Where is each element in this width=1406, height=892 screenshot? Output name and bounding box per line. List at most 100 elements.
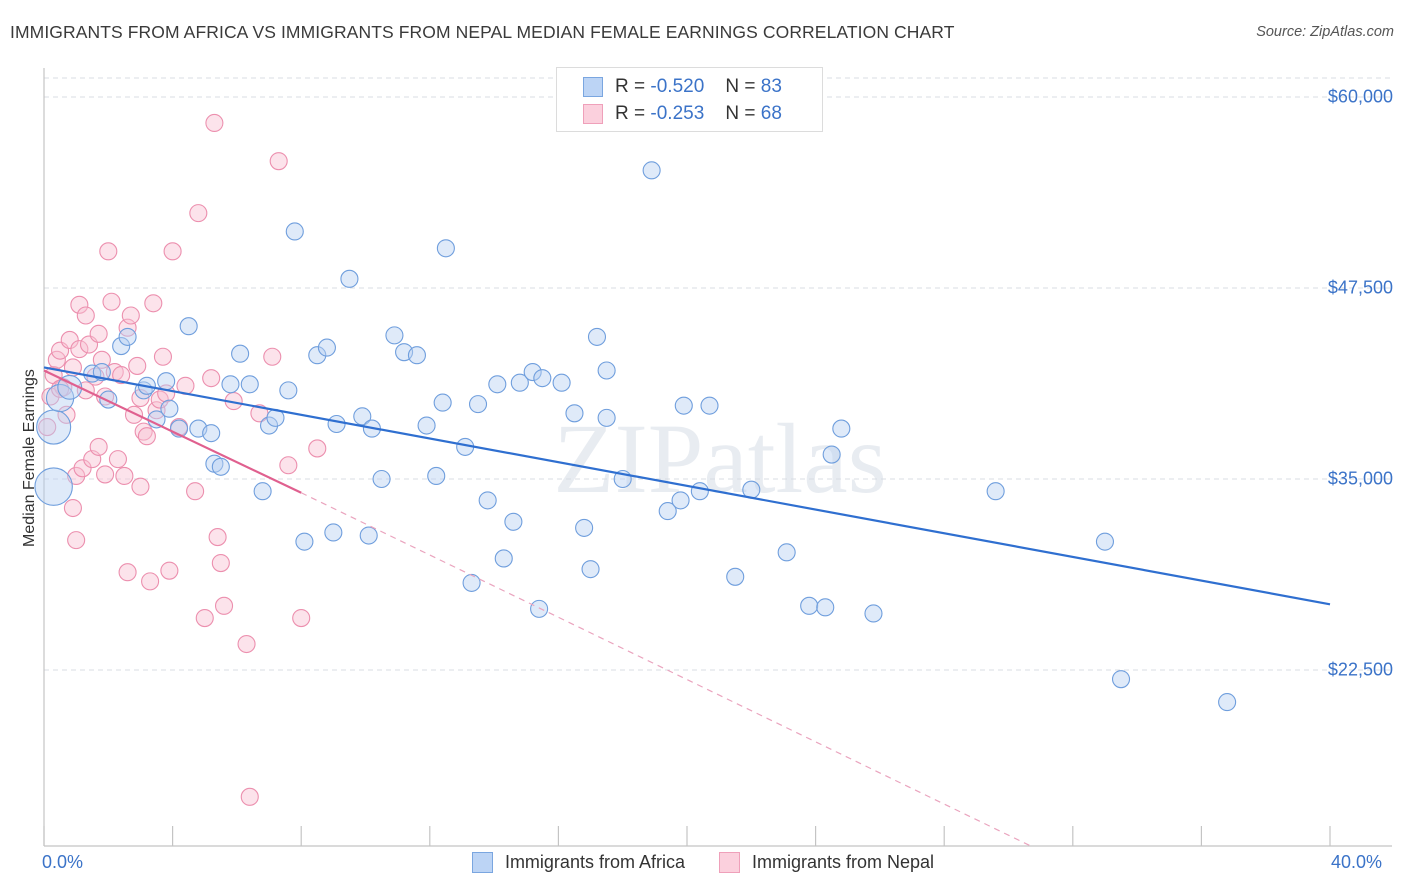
nepal-point (269, 152, 288, 171)
africa-point (99, 390, 118, 409)
africa-point (726, 567, 745, 586)
nepal-point (60, 330, 79, 350)
africa-point (986, 482, 1005, 501)
nepal-point (202, 369, 221, 388)
nepal-trend-extension (300, 492, 1032, 847)
africa-point (427, 466, 446, 485)
nepal-point (211, 553, 230, 573)
africa-point (565, 404, 584, 423)
africa-point (1218, 693, 1237, 712)
nepal-point (121, 306, 140, 325)
africa-point (494, 549, 513, 568)
africa-point (221, 375, 240, 394)
africa-point (671, 491, 690, 510)
africa-trend-line (43, 366, 1331, 606)
africa-point (317, 338, 336, 357)
nepal-point (308, 439, 327, 458)
legend-swatch-nepal (583, 104, 603, 124)
legend-item-nepal[interactable]: Immigrants from Nepal (718, 852, 935, 873)
nepal-point (144, 294, 163, 313)
nepal-point (96, 465, 115, 484)
africa-point (597, 408, 616, 427)
grid-lines (44, 77, 1392, 671)
africa-point (385, 326, 404, 345)
nepal-point (128, 356, 147, 375)
legend-item-africa[interactable]: Immigrants from Africa (471, 852, 685, 873)
legend-r-value-nepal: -0.253 (650, 103, 705, 124)
africa-point (1095, 532, 1114, 551)
africa-point (552, 373, 571, 392)
source-label: Source: ZipAtlas.com (1256, 24, 1394, 40)
africa-point (112, 337, 131, 356)
nepal-trend-line (43, 369, 302, 494)
nepal-point (205, 113, 224, 133)
nepal-point (153, 347, 173, 366)
africa-point (822, 445, 841, 464)
africa-point (279, 381, 298, 400)
africa-point (359, 526, 378, 545)
nepal-point (141, 572, 160, 591)
nepal-point (240, 787, 259, 806)
africa-point (179, 317, 198, 336)
africa-point (295, 532, 314, 551)
africa-point (468, 395, 488, 414)
africa-point (285, 222, 304, 241)
legend-r-value-africa: -0.520 (650, 76, 705, 97)
nepal-point (195, 608, 214, 628)
y-tick-label: $22,500 (1327, 659, 1393, 680)
y-tick-label: $35,000 (1327, 468, 1393, 489)
legend-n-label: N = (725, 76, 756, 97)
africa-point (231, 344, 250, 363)
africa-point (157, 372, 176, 391)
nepal-point (189, 204, 208, 223)
africa-point (36, 409, 72, 445)
africa-point (575, 518, 594, 537)
africa-point (478, 491, 497, 510)
africa-point (324, 523, 343, 542)
africa-point (816, 598, 835, 617)
africa-point (658, 502, 677, 521)
x-tick-label-max: 40.0% (1331, 852, 1383, 872)
nepal-point (208, 528, 227, 547)
nepal-point (124, 405, 144, 424)
nepal-point (186, 482, 205, 501)
africa-point (530, 599, 549, 618)
legend-r-label: R = (615, 103, 646, 124)
nepal-point (131, 477, 150, 496)
africa-point (642, 161, 661, 180)
nepal-point (108, 450, 127, 469)
nepal-point (67, 466, 86, 485)
chart-title: IMMIGRANTS FROM AFRICA VS IMMIGRANTS FRO… (10, 22, 955, 42)
legend-row-nepal: R = -0.253 N = 68 (583, 103, 782, 125)
legend-n-label: N = (725, 103, 756, 124)
nepal-point (63, 498, 82, 518)
correlation-legend: R = -0.520 N = 83 R = -0.253 N = 68 (556, 67, 823, 132)
nepal-point (237, 634, 256, 654)
africa-point (597, 361, 616, 380)
africa-point (372, 469, 391, 489)
x-tick-label-min: 0.0% (42, 852, 84, 872)
africa-point (488, 375, 507, 394)
nepal-point (115, 466, 134, 485)
watermark: ZIPatlas (553, 403, 886, 514)
nepal-point (67, 531, 86, 550)
nepal-point (76, 306, 95, 325)
africa-point (587, 327, 607, 346)
africa-point (340, 269, 359, 288)
nepal-point (263, 347, 282, 366)
legend-swatch-africa (471, 852, 493, 873)
legend-row-africa: R = -0.520 N = 83 (583, 76, 782, 98)
nepal-point (70, 295, 89, 314)
nepal-point (163, 242, 182, 261)
africa-point (160, 399, 179, 418)
legend-label-nepal: Immigrants from Nepal (751, 852, 935, 872)
africa-point (407, 346, 426, 365)
nepal-point (38, 417, 57, 437)
nepal-point (112, 366, 131, 385)
africa-point (253, 482, 272, 501)
y-tick-label: $47,500 (1327, 277, 1393, 298)
trend-lines (43, 366, 1331, 847)
africa-point (417, 416, 436, 435)
africa-point (433, 393, 452, 412)
